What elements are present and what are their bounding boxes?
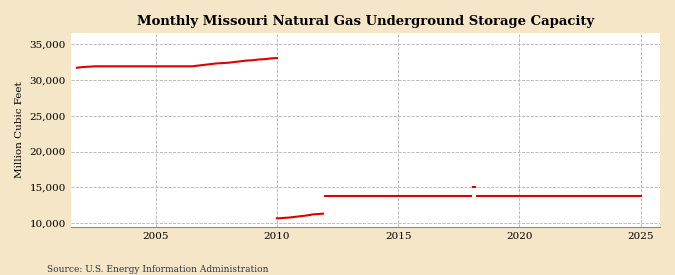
Y-axis label: Million Cubic Feet: Million Cubic Feet bbox=[15, 82, 24, 178]
Title: Monthly Missouri Natural Gas Underground Storage Capacity: Monthly Missouri Natural Gas Underground… bbox=[137, 15, 594, 28]
Text: Source: U.S. Energy Information Administration: Source: U.S. Energy Information Administ… bbox=[47, 265, 269, 274]
